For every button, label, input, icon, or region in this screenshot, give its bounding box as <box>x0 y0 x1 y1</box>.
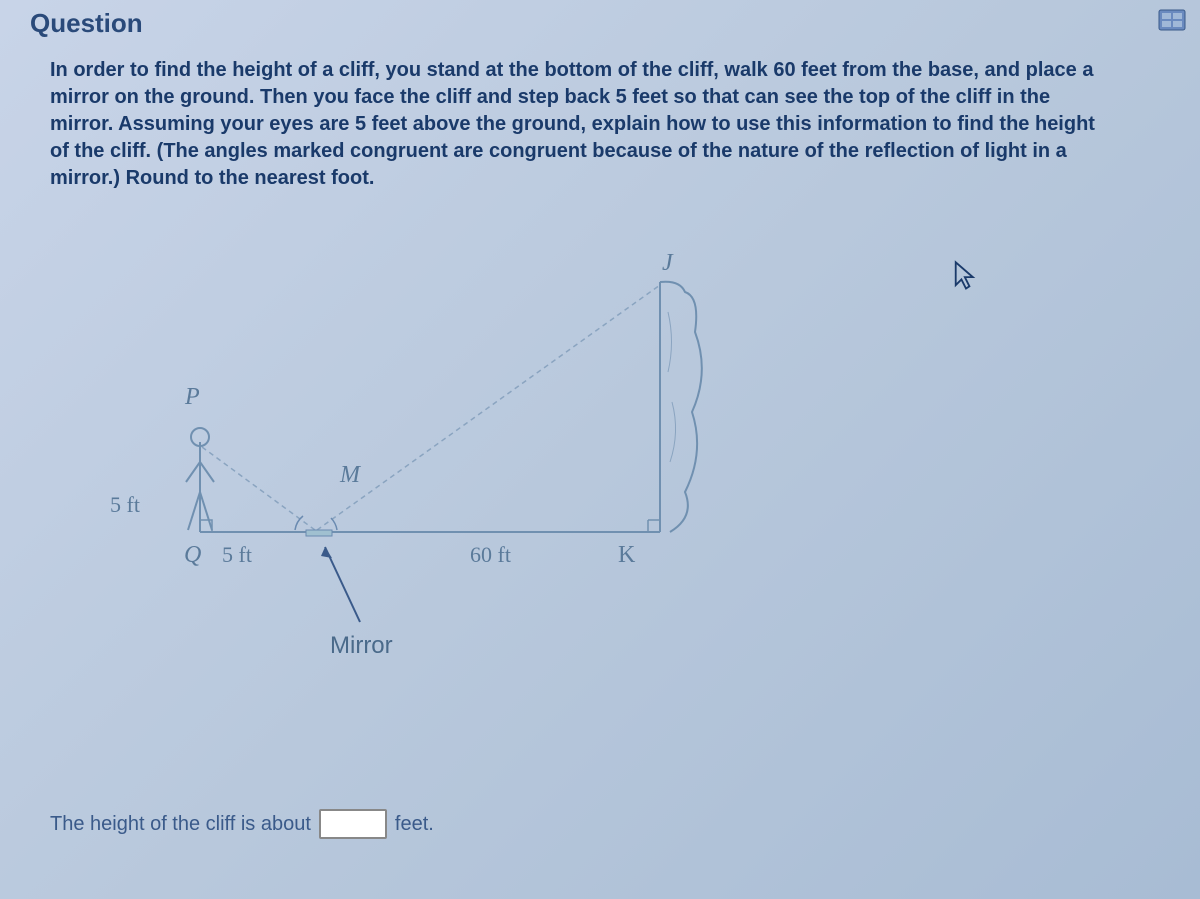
label-Q: Q <box>184 542 201 569</box>
app-icon <box>1156 4 1188 36</box>
answer-row: The height of the cliff is about feet. <box>50 809 434 839</box>
label-person-height: 5 ft <box>110 492 140 518</box>
label-J: J <box>662 250 673 277</box>
label-P: P <box>185 384 200 411</box>
label-M: M <box>340 462 360 489</box>
problem-statement: In order to find the height of a cliff, … <box>50 57 1110 192</box>
label-mirror: Mirror <box>330 632 393 660</box>
answer-input[interactable] <box>319 809 387 839</box>
answer-prefix: The height of the cliff is about <box>50 813 311 836</box>
diagram-svg <box>110 252 810 672</box>
answer-suffix: feet. <box>395 813 434 836</box>
label-dist-60ft: 60 ft <box>470 542 511 568</box>
label-K: K <box>618 542 635 569</box>
cursor-icon <box>952 260 980 292</box>
question-header: Question <box>30 8 1170 39</box>
diagram: P M J Q K 5 ft 5 ft 60 ft Mirror <box>110 252 1170 772</box>
label-dist-5ft: 5 ft <box>222 542 252 568</box>
